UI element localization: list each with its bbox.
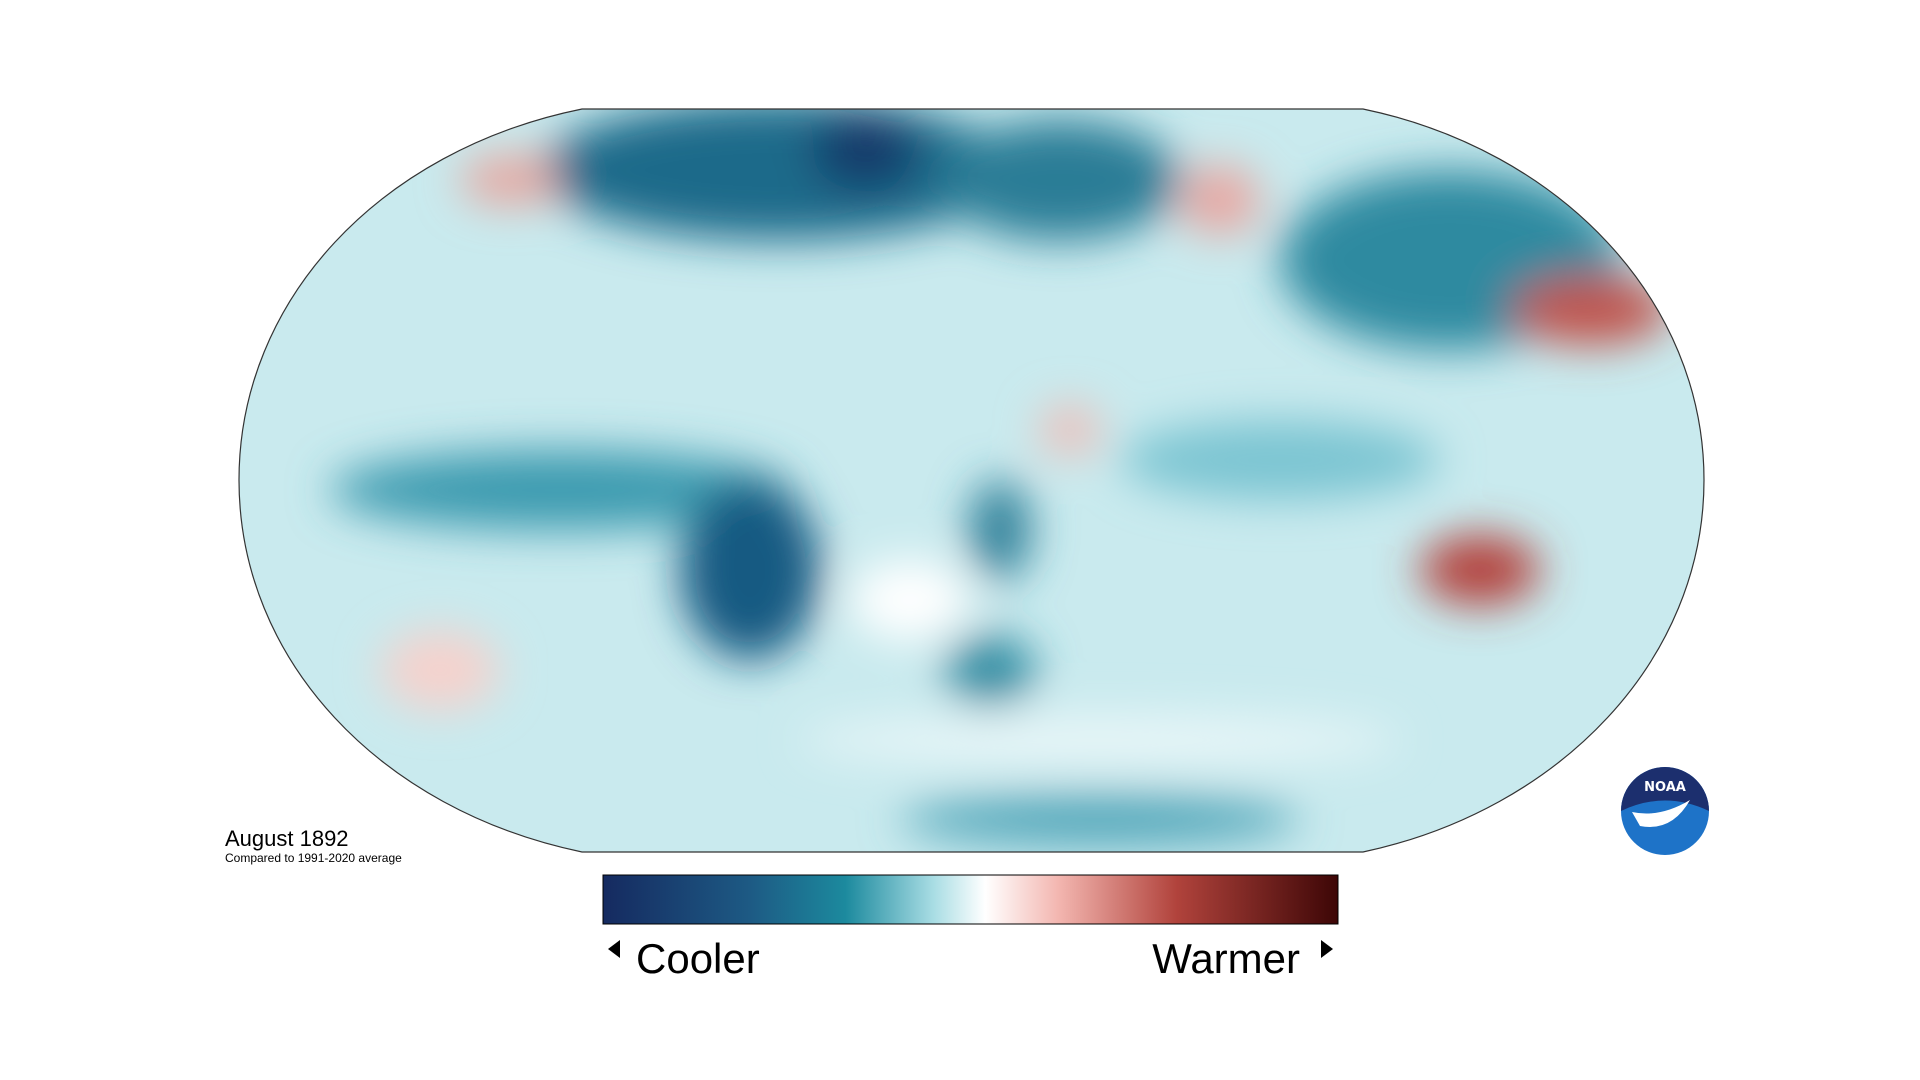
anomaly-field — [330, 109, 1670, 845]
legend-high-label: Warmer — [1152, 935, 1300, 982]
map-outline — [238, 108, 1705, 853]
color-bar — [602, 874, 1339, 925]
arrow-left — [608, 940, 620, 958]
anomaly-map — [239, 109, 1704, 852]
map-subtitle: Compared to 1991-2020 average — [225, 851, 402, 865]
logo-text: NOAA — [1644, 780, 1686, 795]
noaa-logo: NOAA — [1621, 767, 1709, 855]
legend-low-label: Cooler — [636, 935, 760, 982]
map-title: August 1892 — [225, 826, 349, 851]
arrow-right — [1321, 940, 1333, 958]
